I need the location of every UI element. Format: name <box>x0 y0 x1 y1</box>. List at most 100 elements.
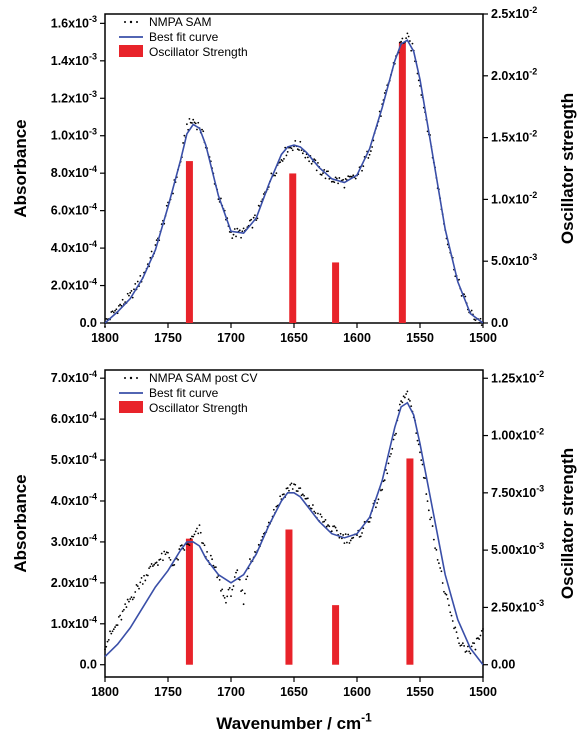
data-point <box>209 554 212 557</box>
data-point <box>193 121 196 124</box>
x-tick-label: 1550 <box>406 331 434 345</box>
data-point <box>115 308 118 311</box>
data-point <box>191 122 193 124</box>
data-point <box>294 483 297 486</box>
data-point <box>300 494 303 497</box>
data-point <box>361 169 363 172</box>
y-tick-label: 4.0x10-4 <box>51 239 97 255</box>
data-point <box>114 626 116 628</box>
data-point <box>407 35 410 38</box>
data-point <box>369 150 372 152</box>
data-point <box>419 451 421 454</box>
data-point <box>138 587 140 590</box>
plot-frame <box>104 369 484 678</box>
data-point <box>391 447 394 450</box>
data-point <box>464 651 467 653</box>
data-point <box>150 563 153 565</box>
y-tick-label: 8.0x10-4 <box>51 164 97 180</box>
data-point <box>304 156 307 159</box>
oscillator-bar <box>185 538 193 665</box>
x-axis-title: Wavenumber / cm-1 <box>216 710 372 733</box>
data-point <box>126 292 129 295</box>
data-point <box>272 508 275 511</box>
data-point <box>143 574 145 577</box>
data-point <box>281 160 284 162</box>
data-point <box>324 177 327 180</box>
y-tick-label: 5.0x10-4 <box>51 451 97 467</box>
data-point <box>415 432 418 435</box>
y-tick-label: 1.0x10-3 <box>51 126 97 142</box>
y2-tick-label: 1.00x10-2 <box>491 426 544 442</box>
data-point <box>144 579 147 582</box>
x-tick-label: 1700 <box>217 685 245 699</box>
data-point <box>460 644 463 647</box>
data-point <box>232 585 235 587</box>
legend-marker-scatter <box>136 21 138 23</box>
data-point <box>134 591 137 593</box>
data-point <box>306 156 309 159</box>
data-point <box>458 642 460 645</box>
data-point <box>334 176 337 179</box>
data-point <box>178 548 181 550</box>
data-point <box>431 525 434 527</box>
oscillator-bar <box>398 42 406 323</box>
data-point <box>130 290 133 292</box>
data-point <box>314 159 317 162</box>
data-point <box>120 618 123 621</box>
data-point <box>236 227 239 230</box>
data-point <box>223 597 226 599</box>
data-point <box>477 637 479 639</box>
data-point <box>335 529 338 532</box>
x-tick-label: 1750 <box>154 331 182 345</box>
data-point <box>463 645 465 647</box>
data-point <box>146 574 149 577</box>
data-point <box>386 472 389 475</box>
data-point <box>216 576 219 579</box>
data-point <box>230 595 232 598</box>
data-point <box>335 177 338 180</box>
data-point <box>330 530 333 533</box>
data-point <box>232 233 235 236</box>
data-point <box>420 94 423 96</box>
data-point <box>451 620 454 622</box>
data-point <box>450 614 453 617</box>
data-point <box>381 488 384 491</box>
data-point <box>409 400 411 402</box>
data-point <box>343 186 346 189</box>
data-point <box>426 500 429 503</box>
data-point <box>109 630 111 633</box>
data-point <box>320 173 323 176</box>
data-point <box>424 477 426 480</box>
x-tick-label: 1800 <box>91 685 119 699</box>
data-point <box>189 537 192 540</box>
data-point <box>129 598 132 600</box>
data-point <box>480 629 483 632</box>
data-point <box>133 596 135 599</box>
data-point <box>257 543 260 546</box>
y-tick-label: 0.0 <box>80 316 97 330</box>
data-point <box>400 40 402 43</box>
y2-tick-label: 0.00 <box>491 658 515 672</box>
data-point <box>317 161 319 164</box>
data-point <box>192 118 195 121</box>
data-point <box>339 532 342 535</box>
oscillator-bar <box>332 605 340 665</box>
top-panel: 1800 1750 1700 1650 1600 1550 15000.02.0x10-44… <box>11 5 577 345</box>
data-point <box>140 577 143 579</box>
data-point <box>417 443 420 446</box>
data-point <box>270 172 273 175</box>
data-point <box>291 488 294 490</box>
data-point <box>104 648 106 651</box>
data-point <box>194 530 197 533</box>
data-point <box>172 192 174 195</box>
data-point <box>228 587 231 589</box>
data-point <box>383 479 386 482</box>
data-point <box>474 319 477 322</box>
x-tick-label: 1600 <box>343 685 371 699</box>
data-point <box>150 250 153 253</box>
data-point <box>478 321 481 324</box>
data-point <box>430 516 433 519</box>
data-point <box>114 309 116 312</box>
y-tick-label: 4.0x10-4 <box>51 492 97 508</box>
legend-label: Best fit curve <box>149 386 219 400</box>
